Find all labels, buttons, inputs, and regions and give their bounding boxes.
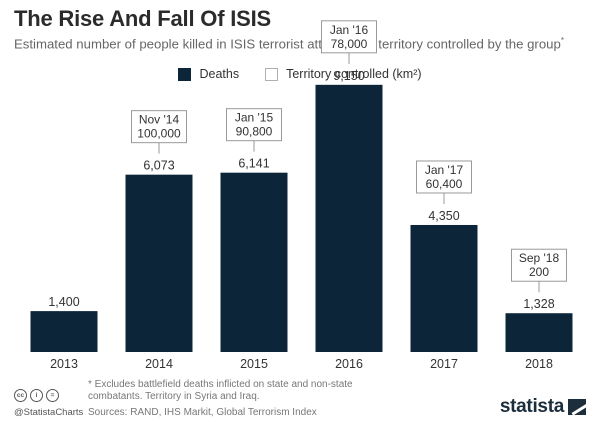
annotation-date-2015: Jan '15 bbox=[235, 111, 274, 125]
x-tick-label-2017: 2017 bbox=[430, 357, 458, 371]
legend-item-territory: Territory controlled (km²) bbox=[265, 67, 422, 81]
annotation-box-2018 bbox=[511, 248, 567, 282]
annotation-date-2018: Sep '18 bbox=[519, 251, 560, 265]
annotation-value-2016: 78,000 bbox=[331, 37, 368, 51]
bar-2014 bbox=[125, 174, 193, 352]
bar-2018 bbox=[505, 313, 573, 352]
chart-title: The Rise And Fall Of ISIS bbox=[14, 6, 272, 31]
brand-name: statista bbox=[499, 396, 564, 417]
annotation-value-2017: 60,400 bbox=[426, 177, 463, 191]
x-tick-label-2018: 2018 bbox=[525, 357, 553, 371]
chart-subtitle: Estimated number of people killed in ISI… bbox=[14, 36, 564, 51]
legend-label-deaths: Deaths bbox=[199, 67, 240, 81]
x-tick-label-2013: 2013 bbox=[50, 357, 78, 371]
attribution-icon: i bbox=[30, 389, 43, 402]
data-label-2016: 9,150 bbox=[333, 69, 364, 83]
annotation-box-2014 bbox=[131, 110, 187, 144]
data-label-2017: 4,350 bbox=[428, 209, 459, 223]
data-label-2018: 1,328 bbox=[523, 297, 554, 311]
statista-logo: statista bbox=[500, 396, 586, 418]
sources: Sources: RAND, IHS Markit, Global Terror… bbox=[88, 407, 317, 418]
data-label-2015: 6,141 bbox=[238, 157, 269, 171]
bar-2017 bbox=[410, 224, 478, 352]
no-derivatives-icon: = bbox=[46, 389, 59, 402]
data-label-2013: 1,400 bbox=[48, 295, 79, 309]
legend: Deaths Territory controlled (km²) bbox=[0, 67, 600, 81]
annotation-date-2016: Jan '16 bbox=[330, 23, 369, 37]
annotation-value-2015: 90,800 bbox=[236, 125, 273, 139]
bar-2015 bbox=[220, 172, 288, 352]
data-label-2014: 6,073 bbox=[143, 159, 174, 173]
annotation-box-2017 bbox=[416, 160, 472, 194]
subtitle-footnote-mark: * bbox=[560, 36, 564, 45]
social-handle: @StatistaCharts bbox=[14, 407, 84, 418]
x-tick-label-2015: 2015 bbox=[240, 357, 268, 371]
bar-2016 bbox=[315, 84, 383, 352]
annotation-value-2014: 100,000 bbox=[137, 127, 181, 141]
legend-item-deaths: Deaths bbox=[178, 67, 239, 81]
bar-2013 bbox=[30, 311, 98, 352]
legend-swatch-deaths bbox=[178, 67, 192, 81]
annotation-box-2015 bbox=[226, 108, 282, 142]
license-icons: cc i = bbox=[14, 389, 59, 402]
annotation-value-2018: 200 bbox=[529, 265, 549, 279]
x-tick-label-2014: 2014 bbox=[145, 357, 173, 371]
cc-icon: cc bbox=[14, 389, 27, 402]
statista-logo-icon bbox=[568, 399, 586, 415]
legend-swatch-territory bbox=[265, 67, 279, 81]
legend-label-territory: Territory controlled (km²) bbox=[286, 67, 422, 81]
annotation-date-2017: Jan '17 bbox=[425, 163, 464, 177]
annotation-date-2014: Nov '14 bbox=[139, 113, 180, 127]
footnote: * Excludes battlefield deaths inflicted … bbox=[88, 379, 353, 402]
subtitle-text: Estimated number of people killed in ISI… bbox=[14, 36, 561, 52]
x-tick-label-2016: 2016 bbox=[335, 357, 363, 371]
annotation-box-2016 bbox=[321, 20, 377, 54]
